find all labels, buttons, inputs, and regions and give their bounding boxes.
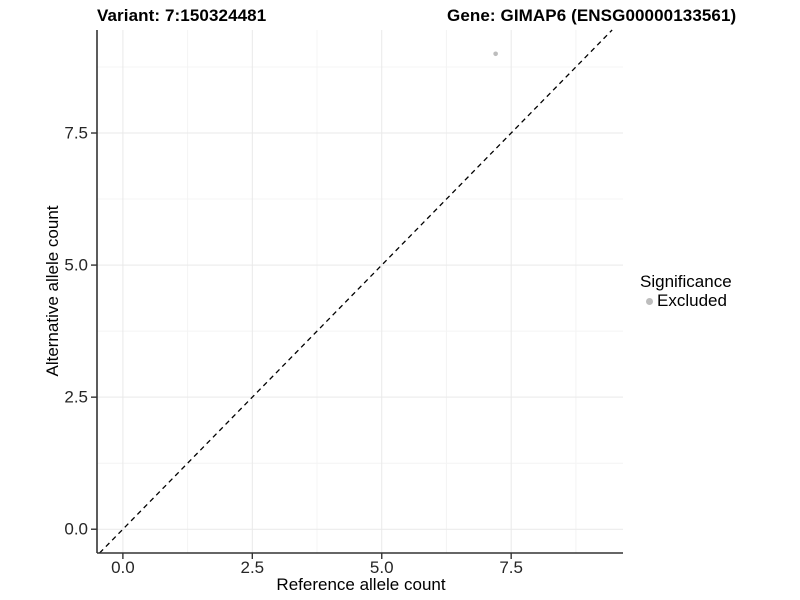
legend: Significance Excluded (640, 272, 732, 310)
legend-title: Significance (640, 272, 732, 291)
data-point (493, 51, 498, 57)
x-axis-title: Reference allele count (276, 575, 446, 594)
legend-item-label: Excluded (657, 291, 727, 310)
y-tick-label: 7.5 (64, 124, 88, 143)
y-tick-label: 2.5 (64, 388, 88, 407)
y-tick-label: 0.0 (64, 520, 88, 539)
x-tick-label: 5.0 (370, 558, 394, 577)
x-tick-label: 2.5 (240, 558, 264, 577)
plot-title-variant: Variant: 7:150324481 (97, 6, 267, 25)
y-tick-label: 5.0 (64, 256, 88, 275)
x-tick-label: 0.0 (111, 558, 135, 577)
x-tick-label: 7.5 (499, 558, 523, 577)
identity-line (99, 29, 613, 554)
plot-title-gene: Gene: GIMAP6 (ENSG00000133561) (447, 6, 737, 25)
legend-item-excluded: Excluded (640, 292, 732, 310)
legend-point-icon (646, 297, 653, 305)
y-axis-title: Alternative allele count (43, 205, 62, 377)
